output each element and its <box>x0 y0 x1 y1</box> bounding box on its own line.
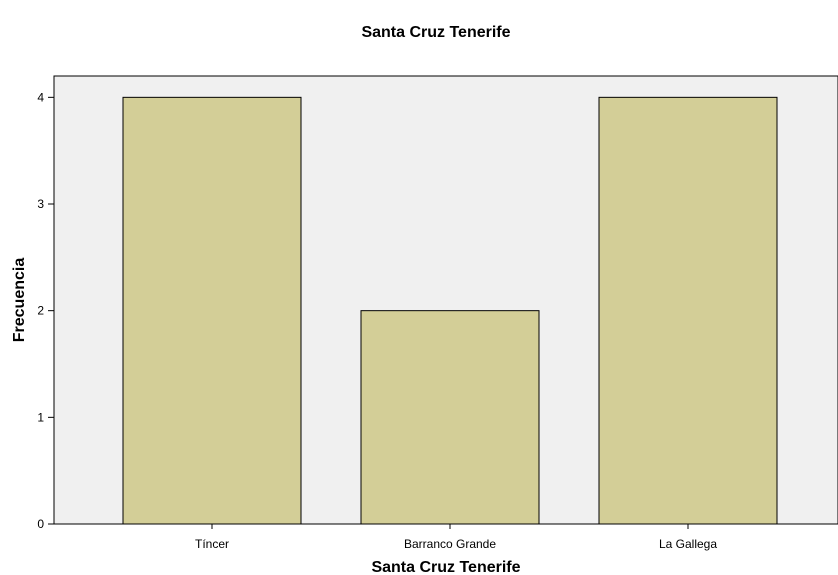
chart-title: Santa Cruz Tenerife <box>361 24 510 41</box>
bar <box>360 310 540 525</box>
y-axis-label: Frecuencia <box>11 258 28 343</box>
y-tick-label: 2 <box>37 304 44 318</box>
x-tick-label: La Gallega <box>659 537 717 551</box>
x-tick-label: Tíncer <box>195 537 229 551</box>
y-tick-label: 0 <box>37 517 44 531</box>
bar <box>122 96 302 525</box>
y-axis-ticks: 0 1 2 3 4 <box>37 90 54 531</box>
bars-group <box>122 96 778 525</box>
y-tick-label: 1 <box>37 410 44 424</box>
x-tick-label: Barranco Grande <box>404 537 496 551</box>
x-axis-label: Santa Cruz Tenerife <box>371 559 520 575</box>
y-tick-label: 4 <box>37 90 44 104</box>
bar <box>598 96 778 525</box>
y-tick-label: 3 <box>37 197 44 211</box>
x-axis-ticks: Tíncer Barranco Grande La Gallega <box>195 524 717 551</box>
